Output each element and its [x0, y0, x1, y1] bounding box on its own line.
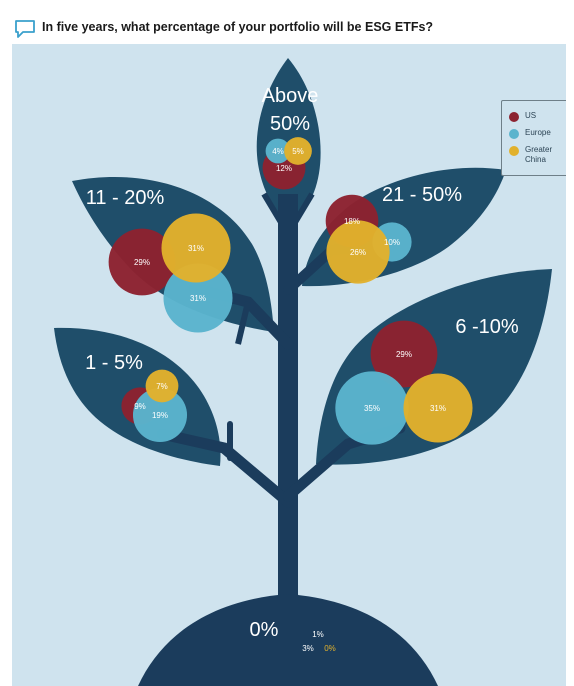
bubble-21-50-greater-china	[326, 220, 390, 284]
value-label-1-5-europe: 19%	[152, 411, 168, 420]
legend-item-greater-china: Greater China	[509, 145, 563, 165]
tree-chart: 3%1%0%0%9%19%7%1 - 5% 29%35% 31%6 -10%29%3…	[54, 58, 552, 686]
bubble-above-50-europe	[265, 138, 291, 164]
legend-label-europe: Europe	[525, 128, 551, 137]
bubble-6-10-greater-china	[403, 373, 473, 443]
legend-swatch-greater-china	[509, 146, 519, 156]
value-label-6-10-us: 29%	[396, 350, 412, 359]
value-label-6-10-europe: 35%	[364, 404, 380, 413]
legend-label-us: US	[525, 111, 537, 120]
category-label-1-5: 1 - 5%	[85, 352, 143, 374]
bubble-1-5-greater-china	[145, 369, 179, 403]
twig-top	[261, 192, 315, 240]
category-label-above-50-line-1: 50%	[270, 113, 310, 135]
value-label-11-20-europe: 31%	[190, 294, 206, 303]
value-label-21-50-us: 18%	[344, 217, 360, 226]
bubble-11-20-greater-china	[161, 213, 231, 283]
value-label-21-50-europe: 10%	[384, 238, 400, 247]
category-label-11-20: 11 - 20%	[86, 187, 165, 209]
legend: US Europe Greater China	[501, 100, 566, 176]
bubble-11-20-europe	[163, 263, 233, 333]
legend-label-greater-china: Greater China	[525, 145, 553, 164]
speech-bubble-icon	[15, 20, 35, 38]
labels-layer: 3%1%0%0%9%19%7%1 - 5% 29%35% 31%6 -10%29%3…	[85, 85, 519, 653]
category-label-0: 0%	[250, 619, 279, 641]
bubble-1-5-europe	[132, 387, 188, 443]
legend-item-us: US	[509, 111, 563, 122]
bubble-11-20-us	[108, 228, 176, 296]
category-label-above-50-line-0: Above	[262, 85, 319, 107]
bubble-6-10-europe	[335, 371, 409, 445]
value-label-6-10-greater-china: 31%	[430, 404, 446, 413]
bubble-above-50-greater-china	[284, 137, 312, 165]
value-label-11-20-us: 29%	[134, 258, 150, 267]
value-label-above-50-greater-china: 5%	[292, 147, 304, 156]
value-label-1-5-us: 9%	[134, 402, 146, 411]
category-label-21-50: 21 - 50%	[382, 184, 462, 206]
value-label-11-20-greater-china: 31%	[188, 244, 204, 253]
value-label-0-us: 3%	[302, 644, 314, 653]
bubble-6-10-us	[370, 320, 438, 388]
chart-title: In five years, what percentage of your p…	[42, 20, 434, 34]
twig-left-upper	[235, 301, 251, 345]
legend-swatch-europe	[509, 129, 519, 139]
value-label-0-europe: 1%	[312, 630, 324, 639]
chart-panel: 3% 1% 0% 0% 9% 19% 7% 1 - 5% 29% 35% 31% 6 -10% 29% 3…	[12, 44, 566, 686]
value-label-0-greater-china: 0%	[324, 644, 336, 653]
trunk-main	[278, 194, 298, 644]
value-label-above-50-us: 12%	[276, 164, 292, 173]
value-label-21-50-greater-china: 26%	[350, 248, 366, 257]
branch-left-lower	[156, 428, 294, 508]
category-label-6-10: 6 -10%	[455, 316, 519, 338]
header: In five years, what percentage of your p…	[0, 0, 574, 40]
legend-swatch-us	[509, 112, 519, 122]
ground-mound	[138, 594, 438, 686]
value-label-above-50-europe: 4%	[272, 147, 284, 156]
value-label-1-5-greater-china: 7%	[156, 382, 168, 391]
bubbles-layer	[108, 137, 473, 445]
legend-item-europe: Europe	[509, 128, 563, 139]
